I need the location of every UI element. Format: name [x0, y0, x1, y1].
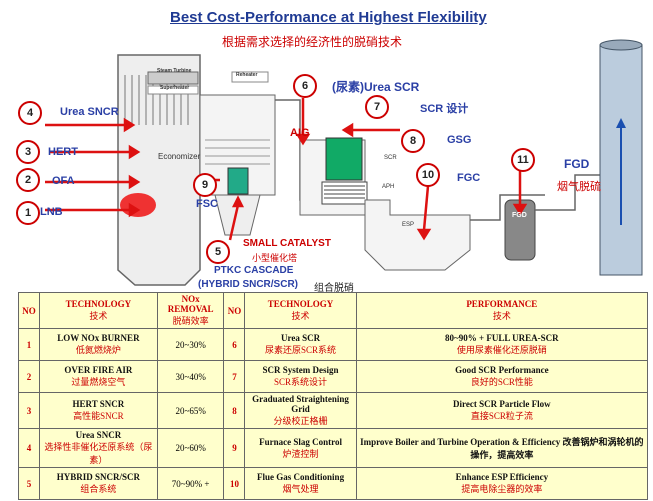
hybrid-cn-label: 组合脱硝 — [314, 283, 354, 294]
page-title: Best Cost-Performance at Highest Flexibi… — [170, 9, 487, 26]
table-row: 4 Urea SNCR 选择性非催化还原系统（尿素） 20~60% 9 Furna… — [18, 428, 649, 468]
esp-label: ESP — [402, 222, 415, 228]
marker-1: 1 — [16, 201, 40, 225]
duct-3 — [535, 174, 600, 211]
marker-5: 5 — [206, 240, 230, 264]
header-performance: PERFORMANCE 技术 — [355, 292, 649, 329]
reheater-box — [231, 71, 269, 83]
small-catalyst-label: SMALL CATALYST — [243, 238, 331, 249]
gsg-label: GSG — [447, 134, 472, 146]
header-nox-removal: NOx REMOVAL 脱硝效率 — [156, 292, 225, 329]
esp-body — [364, 199, 471, 271]
hybrid-label: (HYBRID SNCR/SCR) — [198, 279, 298, 290]
table-row: 5 HYBRID SNCR/SCR 组合系统 70~90% + 10 Flue G… — [18, 467, 649, 500]
urea-scr-label: (尿素)Urea SCR — [332, 80, 420, 94]
marker-2: 2 — [16, 168, 40, 192]
plant-diagram — [45, 39, 643, 286]
economizer-label: Economizer — [158, 152, 201, 161]
steam-turbine-label: Steam Turbine — [157, 68, 192, 74]
fgd-tower-label: FGD — [512, 212, 527, 219]
aph-block — [321, 181, 368, 205]
small-catalyst-block — [227, 167, 249, 195]
scr-design-label: SCR 设计 — [420, 103, 469, 115]
fgd-cn-label: 烟气脱硫 — [557, 181, 601, 193]
small-catalyst-cn-label: 小型催化塔 — [252, 253, 298, 263]
header-technology-1: TECHNOLOGY 技术 — [39, 292, 158, 329]
aig-label: AIG — [290, 127, 310, 139]
hopper — [214, 194, 261, 236]
marker-9: 9 — [193, 173, 217, 197]
economizer-tubes — [205, 139, 270, 165]
fgc-label: FGC — [457, 172, 481, 184]
table-row: 1 LOW NOx BURNER 低氮燃烧炉 20~30% 6 Urea SCR 尿… — [18, 328, 649, 361]
header-technology-2: TECHNOLOGY 技术 — [244, 292, 357, 329]
marker-4: 4 — [18, 101, 42, 125]
duct-2 — [470, 194, 545, 221]
urea-sncr-label: Urea SNCR — [60, 106, 119, 118]
flame — [120, 193, 156, 217]
marker-10: 10 — [416, 163, 440, 187]
marker-7: 7 — [365, 95, 389, 119]
header-no-2: NO — [223, 292, 246, 329]
aph-label: APH — [382, 184, 395, 190]
ofa-label: OFA — [52, 175, 75, 187]
technology-table: NO TECHNOLOGY 技术 NOx REMOVAL 脱硝效率 NO TECHN… — [18, 292, 649, 500]
table-row: 3 HERT SNCR 高性能SNCR 20~65% 8 Graduated St… — [18, 392, 649, 429]
superheater-box — [147, 85, 199, 95]
scr-catalyst — [325, 137, 363, 181]
fsc-label: FSC — [196, 198, 218, 210]
page-subtitle: 根据需求选择的经济性的脱硝技术 — [222, 35, 403, 49]
stack-top — [599, 39, 643, 51]
steam-turbine-box — [147, 71, 199, 85]
hert-label: HERT — [48, 146, 78, 158]
superheater-label: Superheater — [160, 85, 190, 91]
header-no-1: NO — [18, 292, 40, 329]
marker-6: 6 — [293, 74, 317, 98]
ptkc-cascade-label: PTKC CASCADE — [214, 265, 294, 276]
table-row: 2 OVER FIRE AIR 过量燃烧空气 30~40% 7 SCR Syste… — [18, 360, 649, 393]
lnb-label: LNB — [40, 206, 63, 218]
marker-3: 3 — [16, 140, 40, 164]
reheater-label: Reheater — [236, 72, 258, 78]
marker-8: 8 — [401, 129, 425, 153]
scr-label: SCR — [384, 155, 397, 161]
table-header-row: NO TECHNOLOGY 技术 NOx REMOVAL 脱硝效率 NO TECHN… — [18, 292, 649, 329]
fgd-label: FGD — [564, 157, 590, 171]
aph-lines — [324, 185, 365, 199]
marker-11: 11 — [511, 148, 535, 172]
